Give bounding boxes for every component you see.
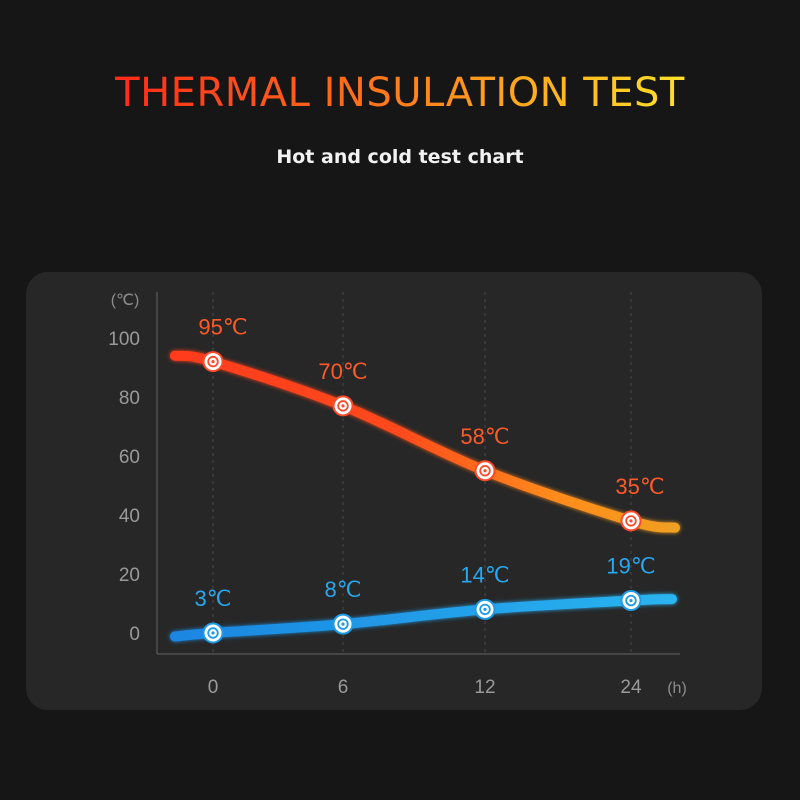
x-tick-label: 12	[474, 677, 495, 698]
y-tick-label: 80	[119, 388, 140, 409]
y-unit-label: (℃)	[111, 292, 140, 309]
hot-data-label: 58℃	[460, 424, 509, 449]
hot-point-ring	[479, 465, 491, 477]
y-tick-label: 20	[119, 565, 140, 586]
hot-point-ring	[207, 355, 219, 368]
cold-data-label: 14℃	[460, 562, 509, 587]
y-tick-label: 100	[108, 329, 140, 350]
hot-data-label: 95℃	[198, 315, 247, 340]
cold-point-ring	[207, 627, 219, 639]
x-tick-label: 24	[620, 677, 642, 698]
hot-point-dot	[211, 360, 215, 364]
y-tick-label: 40	[119, 506, 140, 527]
hot-point-dot	[629, 519, 633, 523]
cold-point-dot	[211, 631, 215, 635]
cold-point-ring	[479, 603, 491, 616]
hot-point-dot	[483, 469, 487, 473]
cold-data-label: 3℃	[195, 586, 232, 611]
cold-point-ring	[625, 594, 637, 607]
x-tick-label: 0	[208, 677, 219, 698]
hot-data-label: 70℃	[318, 359, 367, 384]
x-unit-label: (h)	[667, 680, 687, 697]
hot-point-dot	[341, 404, 345, 408]
data-labels: 95℃ 70℃ 58℃ 35℃ 3℃ 8℃ 14℃ 19℃	[195, 315, 665, 611]
cold-series-line	[170, 594, 677, 642]
hot-series-line	[170, 350, 680, 533]
hot-point-ring	[337, 400, 349, 412]
chart-title: THERMAL INSULATION TEST	[115, 70, 685, 116]
x-tick-label: 6	[338, 677, 349, 698]
hot-data-label: 35℃	[615, 474, 664, 499]
series-layer	[170, 350, 680, 644]
hot-point-ring	[625, 515, 637, 527]
cold-point-dot	[341, 622, 345, 626]
cold-point-dot	[629, 598, 633, 603]
chart-subtitle: Hot and cold test chart	[276, 146, 524, 168]
cold-point-dot	[483, 607, 487, 612]
y-tick-label: 60	[119, 447, 140, 468]
cold-data-label: 8℃	[325, 577, 362, 602]
chart-card	[26, 272, 762, 710]
axes: 0 20 40 60 80 100 (℃) 0 6 12 24 (h)	[108, 292, 687, 698]
cold-point-ring	[337, 618, 349, 630]
y-tick-label: 0	[129, 624, 140, 645]
cold-data-label: 19℃	[606, 554, 655, 579]
